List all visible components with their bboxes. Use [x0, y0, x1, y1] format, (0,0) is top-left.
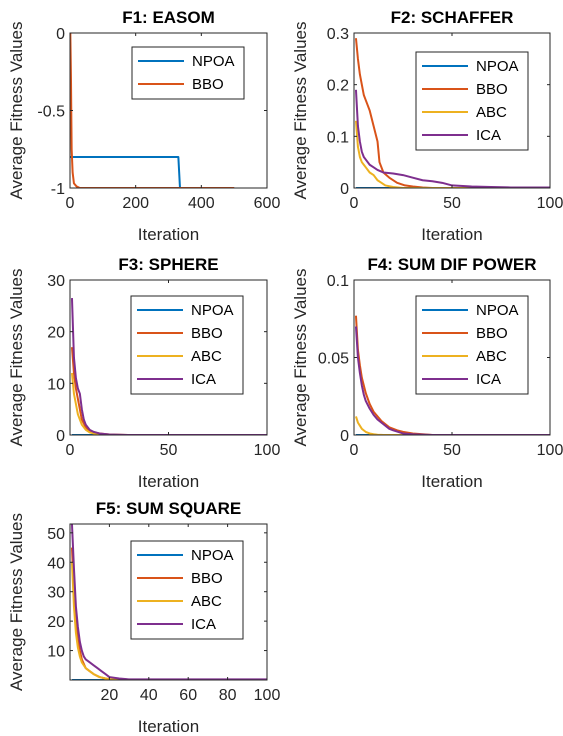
y-axis-label: Average Fitness Values	[291, 269, 310, 447]
x-tick-label: 400	[188, 195, 215, 212]
x-tick-label: 50	[443, 442, 461, 459]
legend-box	[130, 295, 244, 395]
legend: NPOA BBO ABC ICA	[130, 295, 244, 395]
legend-label: ABC	[191, 348, 222, 365]
legend-label: ABC	[476, 104, 507, 121]
legend-label: ICA	[191, 371, 216, 388]
legend-box	[131, 46, 245, 100]
y-tick-label: 40	[47, 555, 65, 572]
x-tick-label: 40	[140, 687, 158, 704]
y-tick-label: 0	[340, 181, 349, 198]
legend-label: ICA	[191, 616, 216, 633]
x-tick-label: 0	[350, 195, 359, 212]
y-tick-label: 30	[47, 585, 65, 602]
series-line-abc	[354, 120, 550, 188]
legend: NPOA BBO ABC ICA	[130, 540, 244, 640]
x-tick-label: 200	[122, 195, 149, 212]
x-tick-label: 100	[537, 195, 563, 212]
chart-panel-3: 0 50 100 0 10 20 30 F3: SPHERE Iteration Average …	[7, 255, 280, 491]
y-tick-label: 0.05	[318, 351, 349, 368]
y-tick-label: 50	[47, 526, 65, 543]
legend: NPOA BBO	[131, 46, 245, 100]
legend-label: ICA	[476, 371, 501, 388]
legend-label: NPOA	[191, 547, 234, 564]
legend-label: NPOA	[476, 58, 519, 75]
y-tick-label: 30	[47, 273, 65, 290]
chart-title: F4: SUM DIF POWER	[367, 255, 536, 274]
y-tick-label: 0	[56, 428, 65, 445]
y-tick-label: 0.1	[327, 129, 349, 146]
chart-title: F3: SPHERE	[118, 255, 218, 274]
legend-box	[130, 540, 244, 640]
y-tick-label: -0.5	[37, 104, 65, 121]
x-tick-label: 0	[350, 442, 359, 459]
y-tick-label: 20	[47, 614, 65, 631]
x-tick-label: 50	[160, 442, 178, 459]
x-axis-label: Iteration	[138, 225, 199, 244]
series-line-ica	[70, 298, 267, 435]
series-line-ica	[354, 89, 550, 188]
x-axis-label: Iteration	[421, 225, 482, 244]
series-line-abc	[70, 562, 267, 680]
y-tick-label: 0	[56, 26, 65, 43]
x-tick-label: 100	[254, 687, 281, 704]
y-tick-label: 0.2	[327, 78, 349, 95]
x-tick-label: 60	[179, 687, 197, 704]
legend: NPOA BBO ABC ICA	[415, 51, 529, 151]
x-tick-label: 20	[101, 687, 119, 704]
series-line-bbo	[354, 38, 550, 188]
chart-panel-5: 20 40 60 80 100 10 20 30 40 50 F5: SUM SQUARE Itera…	[7, 499, 280, 736]
legend-label: NPOA	[191, 302, 234, 319]
x-axis-label: Iteration	[421, 472, 482, 491]
y-axis-label: Average Fitness Values	[291, 22, 310, 200]
y-axis-label: Average Fitness Values	[7, 513, 26, 691]
y-tick-label: 0	[340, 428, 349, 445]
legend-label: ABC	[191, 593, 222, 610]
series-line-ica	[354, 326, 550, 435]
x-axis-label: Iteration	[138, 472, 199, 491]
legend-label: NPOA	[192, 53, 235, 70]
x-tick-label: 80	[219, 687, 237, 704]
y-tick-label: 0.3	[327, 26, 349, 43]
chart-panel-2: 0 50 100 0 0.1 0.2 0.3 F2: SCHAFFER Iteration Ave…	[291, 8, 563, 244]
x-tick-label: 600	[254, 195, 281, 212]
legend: NPOA BBO ABC ICA	[415, 295, 529, 395]
y-tick-label: 20	[47, 325, 65, 342]
series-line-bbo	[354, 315, 550, 435]
chart-panel-1: 0 200 400 600 -1 -0.5 0 F1: EASOM Iteration Avera…	[7, 8, 280, 244]
axes-box	[69, 523, 268, 681]
chart-title: F2: SCHAFFER	[391, 8, 514, 27]
y-tick-label: 0.1	[327, 273, 349, 290]
chart-title: F1: EASOM	[122, 8, 215, 27]
x-tick-label: 50	[443, 195, 461, 212]
legend-box	[415, 51, 529, 151]
legend-box	[415, 295, 529, 395]
x-tick-label: 100	[254, 442, 281, 459]
legend-label: BBO	[476, 325, 508, 342]
y-tick-label: 10	[47, 376, 65, 393]
y-axis-label: Average Fitness Values	[7, 269, 26, 447]
x-axis-label: Iteration	[138, 717, 199, 736]
legend-label: BBO	[192, 76, 224, 93]
chart-panel-4: 0 50 100 0 0.05 0.1 F4: SUM DIF POWER Iteration…	[291, 255, 563, 491]
series-line-npoa	[70, 156, 235, 188]
legend-label: ABC	[476, 348, 507, 365]
legend-label: ICA	[476, 127, 501, 144]
y-tick-label: 10	[47, 644, 65, 661]
legend-label: BBO	[191, 325, 223, 342]
legend-label: BBO	[476, 81, 508, 98]
legend-label: BBO	[191, 570, 223, 587]
legend-label: NPOA	[476, 302, 519, 319]
series-line-ica	[70, 524, 267, 680]
chart-title: F5: SUM SQUARE	[96, 499, 241, 518]
x-tick-label: 0	[66, 195, 75, 212]
x-tick-label: 0	[66, 442, 75, 459]
y-tick-label: -1	[51, 181, 65, 198]
x-tick-label: 100	[537, 442, 563, 459]
y-axis-label: Average Fitness Values	[7, 22, 26, 200]
